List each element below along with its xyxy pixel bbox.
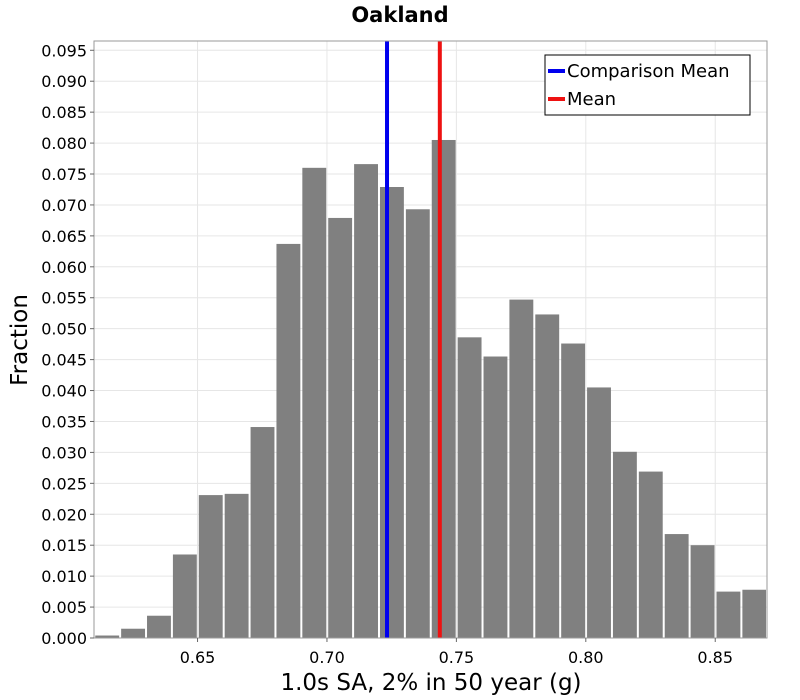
y-tick-label: 0.000	[41, 629, 87, 648]
y-tick-label: 0.030	[41, 443, 87, 462]
histogram-bar	[224, 493, 249, 638]
y-tick-label: 0.035	[41, 412, 87, 431]
y-tick-label: 0.075	[41, 165, 87, 184]
y-tick-label: 0.070	[41, 196, 87, 215]
y-tick-label: 0.010	[41, 567, 87, 586]
histogram-bar	[354, 164, 378, 638]
x-tick-label: 0.65	[180, 648, 216, 667]
histogram-bar	[638, 471, 663, 638]
y-tick-label: 0.080	[41, 134, 87, 153]
mean-lines	[385, 41, 442, 638]
histogram-bar	[587, 387, 611, 638]
x-axis-label: 1.0s SA, 2% in 50 year (g)	[280, 670, 581, 696]
plot-frame	[93, 40, 768, 639]
y-tick-label: 0.005	[41, 598, 87, 617]
x-tick-label: 0.75	[439, 648, 475, 667]
histogram-bar	[250, 427, 275, 638]
histogram-bar	[198, 495, 223, 638]
histogram-bar	[95, 635, 120, 638]
histogram-bar	[561, 343, 586, 638]
histogram-bar	[742, 589, 766, 638]
histogram-bar	[664, 534, 689, 638]
y-tick-label: 0.045	[41, 351, 87, 370]
y-tick-label: 0.060	[41, 258, 87, 277]
y-axis-label: Fraction	[7, 294, 33, 386]
histogram-bar	[379, 187, 404, 638]
histogram-bar	[172, 554, 197, 638]
y-tick-label: 0.055	[41, 289, 87, 308]
histogram-bar	[716, 591, 741, 638]
histogram-bar	[405, 209, 430, 639]
grid	[94, 41, 767, 639]
x-axis-ticks: 0.65 0.70 0.75 0.80 0.85	[180, 638, 733, 667]
histogram-bar	[147, 615, 171, 638]
y-tick-label: 0.050	[41, 320, 87, 339]
chart-title: Oakland	[351, 3, 448, 27]
histogram-bar	[431, 139, 456, 639]
histogram-bar	[276, 243, 301, 638]
histogram-bar	[509, 299, 534, 638]
legend-label: Comparison Mean	[567, 61, 730, 82]
y-tick-label: 0.085	[41, 103, 87, 122]
histogram-bar	[690, 545, 715, 638]
y-tick-label: 0.065	[41, 227, 87, 246]
legend-box	[544, 54, 751, 116]
histogram-bar	[302, 167, 327, 638]
bars	[95, 139, 766, 639]
y-tick-label: 0.095	[41, 41, 87, 60]
legend: Comparison Mean Mean	[544, 54, 751, 116]
histogram-bar	[612, 451, 637, 638]
y-tick-label: 0.025	[41, 474, 87, 493]
histogram-bar	[121, 628, 146, 638]
histogram-bar	[328, 217, 353, 639]
x-tick-label: 0.70	[309, 648, 345, 667]
histogram-bar	[457, 337, 482, 638]
histogram-bar	[483, 356, 508, 638]
y-tick-label: 0.020	[41, 505, 87, 524]
x-tick-label: 0.80	[568, 648, 604, 667]
y-tick-label: 0.040	[41, 382, 87, 401]
y-axis-ticks: 0.000 0.005 0.010 0.015 0.020 0.025 0.030 0.035…	[41, 41, 94, 648]
y-tick-label: 0.015	[41, 536, 87, 555]
histogram-bar	[535, 314, 560, 638]
legend-label: Mean	[567, 89, 616, 110]
x-tick-label: 0.85	[697, 648, 733, 667]
y-tick-label: 0.090	[41, 72, 87, 91]
